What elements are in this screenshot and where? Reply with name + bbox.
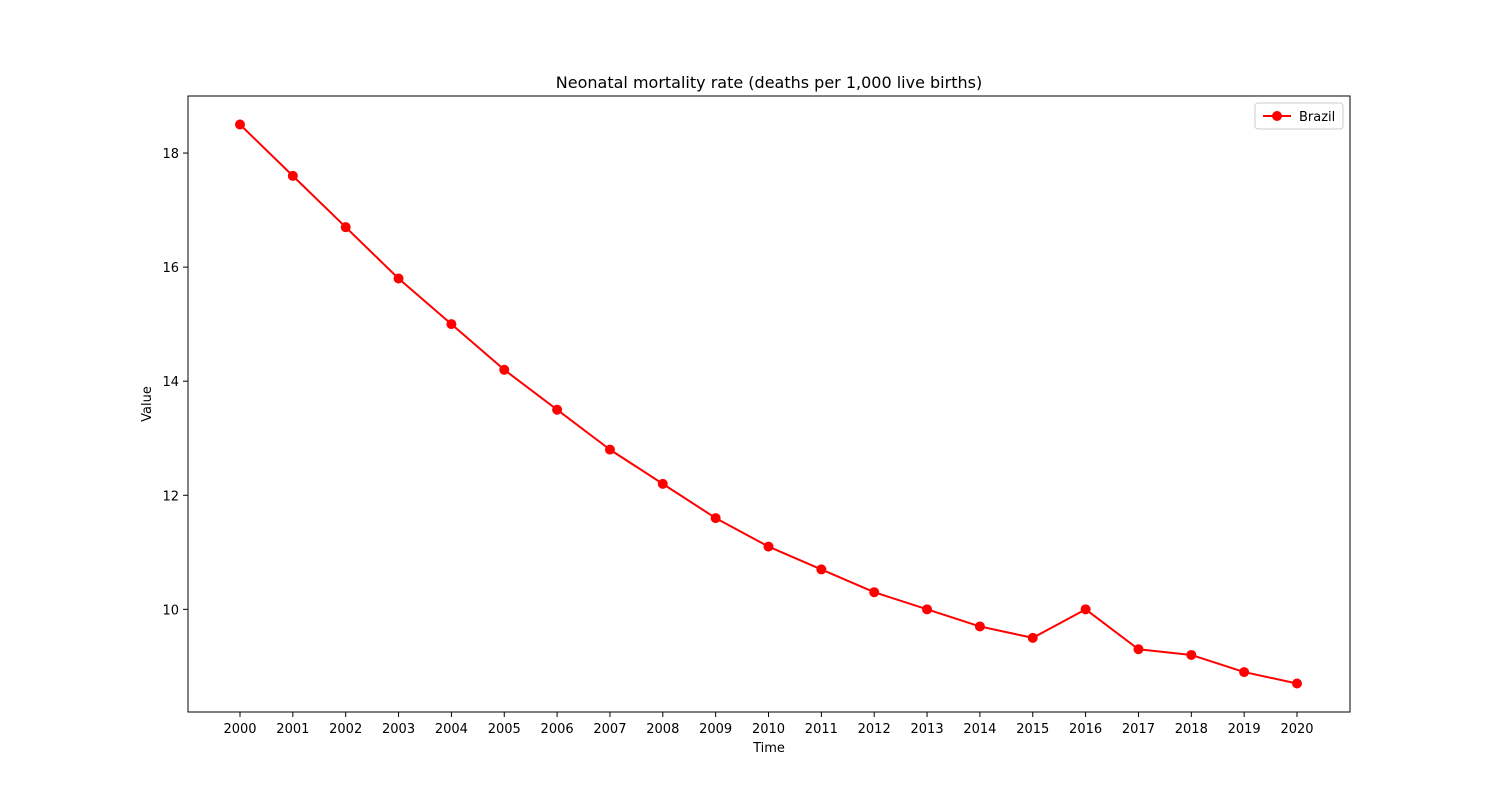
x-tick-label: 2013 — [911, 722, 944, 737]
x-tick-label: 2019 — [1228, 722, 1261, 737]
x-axis: 2000 2001 2002 2003 2004 2005 2006 2007 2008 2009… — [223, 712, 1314, 737]
data-point — [235, 119, 245, 130]
plot-area — [188, 96, 1350, 712]
y-tick-label: 16 — [162, 261, 179, 276]
data-point — [604, 444, 615, 455]
plot-frame — [187, 95, 1351, 713]
x-tick-label: 2000 — [223, 722, 256, 737]
data-point — [340, 222, 351, 233]
x-tick-label: 2011 — [805, 722, 838, 737]
x-tick-label: 2002 — [329, 722, 362, 737]
x-tick-label: 2008 — [646, 722, 679, 737]
x-tick-label: 2020 — [1280, 722, 1313, 737]
data-point — [393, 273, 404, 284]
y-tick-label: 10 — [162, 603, 179, 618]
data-point — [446, 319, 457, 330]
y-axis-title: Value — [140, 386, 155, 422]
y-tick-label: 14 — [162, 375, 179, 390]
data-point — [552, 404, 563, 415]
data-point — [710, 513, 721, 524]
x-tick-label: 2018 — [1175, 722, 1208, 737]
x-tick-label: 2004 — [435, 722, 468, 737]
data-point — [974, 621, 985, 632]
data-point — [1133, 644, 1144, 655]
x-tick-label: 2017 — [1122, 722, 1155, 737]
data-point — [763, 541, 774, 552]
x-tick-label: 2014 — [963, 722, 996, 737]
y-tick-label: 18 — [162, 147, 179, 162]
series-layer — [235, 119, 1302, 689]
legend-label: Brazil — [1299, 110, 1335, 125]
data-point — [922, 604, 933, 615]
data-point — [499, 364, 510, 375]
x-tick-label: 2001 — [276, 722, 309, 737]
data-point — [816, 564, 827, 575]
x-tick-label: 2003 — [382, 722, 415, 737]
legend-marker — [1272, 111, 1282, 121]
data-point — [1027, 632, 1038, 643]
chart-title: Neonatal mortality rate (deaths per 1,00… — [556, 73, 982, 92]
data-point — [1080, 604, 1091, 615]
data-point — [287, 170, 298, 181]
legend: Brazil — [1254, 102, 1344, 130]
x-tick-label: 2005 — [488, 722, 521, 737]
x-tick-label: 2006 — [541, 722, 574, 737]
x-tick-label: 2007 — [593, 722, 626, 737]
legend-box — [1254, 102, 1344, 130]
data-point — [869, 587, 880, 598]
data-point — [1239, 667, 1250, 678]
x-tick-label: 2012 — [858, 722, 891, 737]
data-point — [657, 478, 668, 489]
data-point — [1292, 678, 1302, 689]
x-tick-label: 2010 — [752, 722, 785, 737]
data-point — [1186, 649, 1197, 660]
y-axis: 10 12 14 16 18 — [162, 147, 188, 618]
x-axis-title: Time — [752, 741, 785, 756]
y-tick-label: 12 — [162, 489, 179, 504]
x-tick-label: 2015 — [1016, 722, 1049, 737]
x-tick-label: 2016 — [1069, 722, 1102, 737]
x-tick-label: 2009 — [699, 722, 732, 737]
